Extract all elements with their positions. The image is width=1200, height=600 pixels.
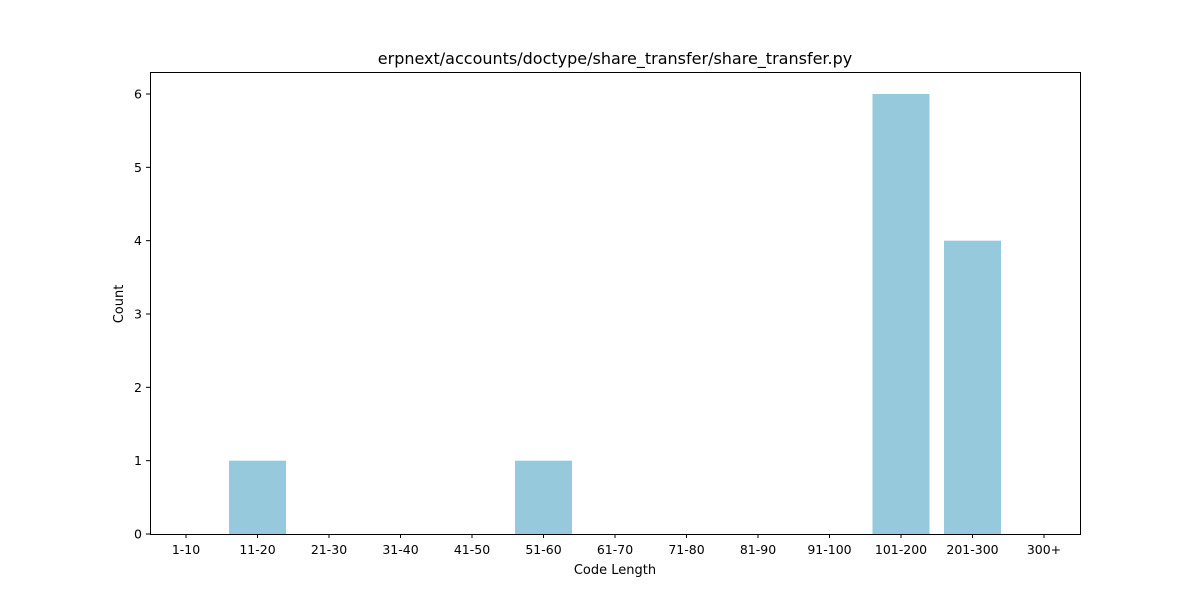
y-tick-label: 2 [134, 380, 142, 395]
plot-frame [150, 72, 1081, 535]
x-axis: 1-10 11-20 21-30 31-40 41-50 51-60 61-70 71-80 8… [172, 534, 1061, 557]
y-tick-label: 0 [134, 527, 142, 542]
x-tick-label: 91-100 [807, 542, 851, 557]
x-tick-label: 101-200 [875, 542, 927, 557]
x-tick-label: 41-50 [454, 542, 490, 557]
x-tick-label: 81-90 [740, 542, 776, 557]
x-tick-label: 71-80 [668, 542, 704, 557]
y-axis: 0 1 2 3 4 5 6 [134, 87, 150, 542]
y-tick-label: 5 [134, 160, 142, 175]
y-tick-label: 4 [134, 233, 142, 248]
y-tick-label: 3 [134, 307, 142, 322]
chart-title: erpnext/accounts/doctype/share_transfer/… [378, 49, 852, 69]
x-tick-label: 21-30 [311, 542, 347, 557]
y-axis-label: Count [112, 285, 127, 324]
x-tick-label: 201-300 [946, 542, 998, 557]
x-tick-label: 300+ [1027, 542, 1061, 557]
x-axis-label: Code Length [574, 563, 656, 578]
x-tick-label: 1-10 [172, 542, 200, 557]
bar-101-200 [872, 94, 930, 534]
bar-11-20 [229, 460, 286, 534]
bar-51-60 [515, 460, 572, 534]
x-tick-label: 31-40 [382, 542, 418, 557]
y-tick-label: 6 [134, 87, 142, 102]
x-tick-label: 61-70 [597, 542, 633, 557]
x-tick-label: 51-60 [525, 542, 561, 557]
bars-group [229, 94, 1001, 534]
x-tick-label: 11-20 [239, 542, 275, 557]
bar-201-300 [944, 240, 1001, 534]
y-tick-label: 1 [134, 453, 142, 468]
